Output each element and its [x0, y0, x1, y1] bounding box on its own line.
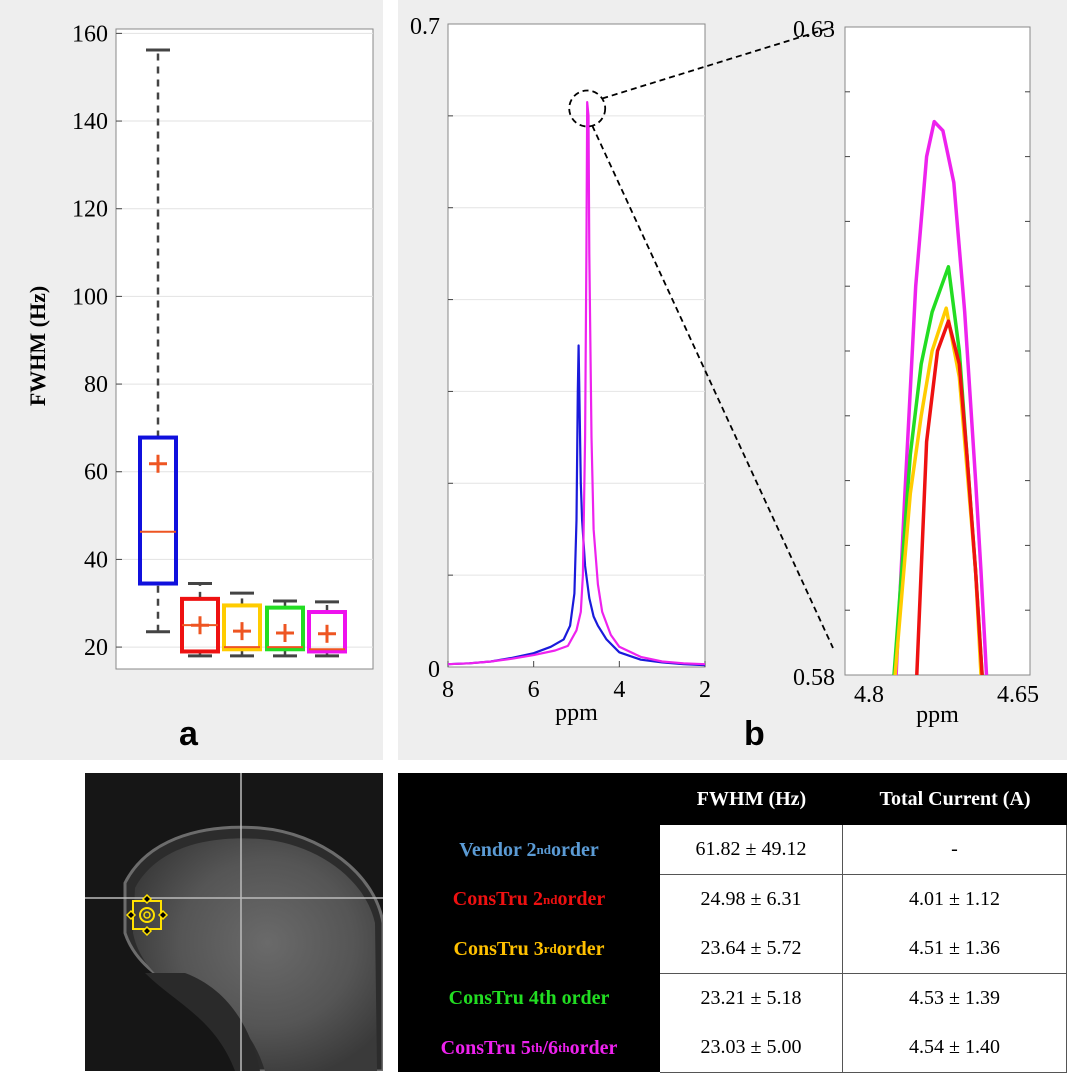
- current-cell: 4.51 ± 1.36: [843, 924, 1067, 974]
- row-label-text: /6: [542, 1036, 558, 1059]
- spectrum-plot-area: [447, 23, 706, 668]
- box-3: [222, 591, 262, 658]
- x-axis-label: ppm: [916, 702, 959, 728]
- y-tick-label: 100: [72, 284, 108, 310]
- y-tick-label: 160: [72, 21, 108, 47]
- row-label-text: order: [556, 937, 605, 960]
- y-tick-label: 60: [84, 460, 108, 486]
- row-label-text: order: [557, 888, 606, 910]
- row-label-text: Vendor 2: [459, 838, 537, 861]
- voxel-marker: [125, 893, 169, 937]
- box-iqr: [138, 435, 178, 586]
- current-cell: 4.01 ± 1.12: [843, 874, 1067, 925]
- mri-sagittal-image: [85, 773, 383, 1071]
- x-tick-label: 4.8: [854, 682, 884, 708]
- row-label-text: ConsTru 5: [440, 1036, 531, 1059]
- row-label-text: order: [550, 838, 599, 861]
- row-label-text: ConsTru 4th order: [448, 987, 610, 1009]
- current-cell: 4.54 ± 1.40: [843, 1023, 1067, 1073]
- box-iqr: [265, 605, 305, 652]
- row-label-text: ConsTru 3: [453, 937, 544, 960]
- zoom-series-1: [894, 119, 989, 675]
- box-2: [180, 582, 220, 658]
- column-header-current: Total Current (A): [879, 787, 1031, 810]
- y-tick-label: 0.7: [410, 14, 440, 40]
- current-cell: -: [843, 825, 1067, 875]
- row-label-text: ConsTru 2: [452, 888, 543, 910]
- spectrum-series-2: [447, 100, 706, 666]
- zoom-series-4: [915, 319, 984, 675]
- fwhm-cell: 23.64 ± 5.72: [660, 924, 843, 974]
- zoom-connector-line: [591, 125, 834, 649]
- y-tick-label: 40: [84, 547, 108, 573]
- plot-area: [115, 28, 374, 670]
- box-iqr: [222, 603, 262, 652]
- x-tick-label: 4.65: [997, 682, 1039, 708]
- column-header-fwhm: FWHM (Hz): [696, 787, 807, 810]
- zoom-connector-line: [601, 26, 834, 100]
- x-tick-label: 8: [442, 677, 454, 703]
- box-1: [138, 48, 178, 634]
- fwhm-cell: 24.98 ± 6.31: [660, 874, 843, 925]
- table-row-label: ConsTru 4th order: [398, 974, 660, 1024]
- y-tick-label: 120: [72, 197, 108, 223]
- panel-label-a: a: [179, 715, 198, 753]
- boxplot-chart: 20 40 60 80 100 120 140 160 FWHM (Hz): [25, 21, 374, 670]
- y-tick-label: 0: [428, 657, 440, 683]
- fwhm-cell: 23.03 ± 5.00: [660, 1023, 843, 1073]
- box-5: [307, 600, 347, 658]
- box-iqr: [307, 610, 347, 654]
- panel-a: 20 40 60 80 100 120 140 160 FWHM (Hz) a: [0, 0, 383, 760]
- box-4: [265, 599, 305, 658]
- fwhm-cell: 61.82 ± 49.12: [660, 825, 843, 875]
- y-axis-label: FWHM (Hz): [25, 286, 50, 406]
- y-tick-label: 0.58: [793, 665, 835, 691]
- panel-label-b: b: [744, 715, 765, 753]
- zoom-callout-circle: [568, 89, 607, 128]
- y-tick-label: 80: [84, 372, 108, 398]
- current-cell: 4.53 ± 1.39: [843, 973, 1067, 1024]
- y-tick-label: 20: [84, 635, 108, 661]
- y-tick-label: 140: [72, 109, 108, 135]
- spectrum-series-1: [447, 344, 706, 667]
- x-tick-label: 6: [528, 677, 540, 703]
- spectrum-chart: 8 6 4 2 0 0.7 ppm 0.58 0.63 4.8 4.65 ppm: [410, 14, 1039, 728]
- row-label-text: order: [569, 1036, 618, 1059]
- fwhm-cell: 23.21 ± 5.18: [660, 973, 843, 1024]
- x-tick-label: 4: [613, 677, 625, 703]
- y-tick-label: 0.63: [793, 17, 835, 43]
- panel-b: 8 6 4 2 0 0.7 ppm 0.58 0.63 4.8 4.65 ppm b: [398, 0, 1067, 760]
- x-axis-label: ppm: [555, 700, 598, 726]
- x-tick-label: 2: [699, 677, 711, 703]
